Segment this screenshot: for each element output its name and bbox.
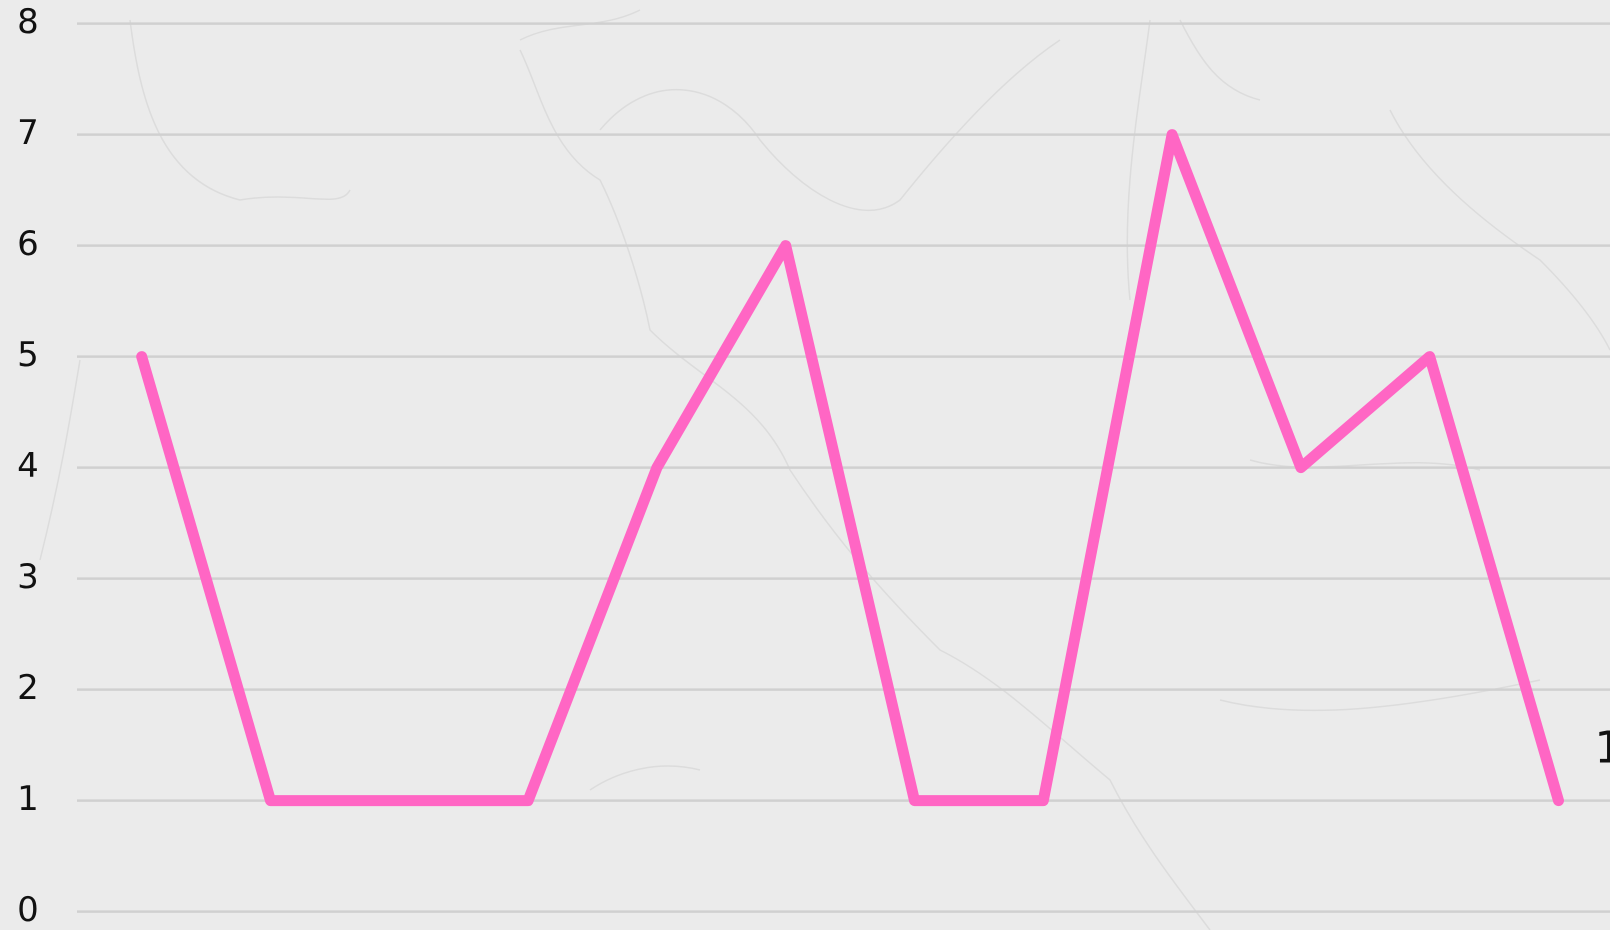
y-tick-label: 4 [17, 446, 39, 486]
y-tick-label: 0 [17, 890, 39, 930]
y-tick-label: 7 [17, 113, 39, 153]
y-tick-label: 8 [17, 2, 39, 42]
data-label: 1 [1595, 723, 1610, 774]
y-tick-label: 2 [17, 668, 39, 708]
line [136, 129, 1564, 807]
y-tick-label: 6 [17, 224, 39, 264]
y-tick-label: 1 [17, 779, 39, 819]
y-tick-label: 3 [17, 557, 39, 597]
y-tick-label: 5 [17, 335, 39, 375]
